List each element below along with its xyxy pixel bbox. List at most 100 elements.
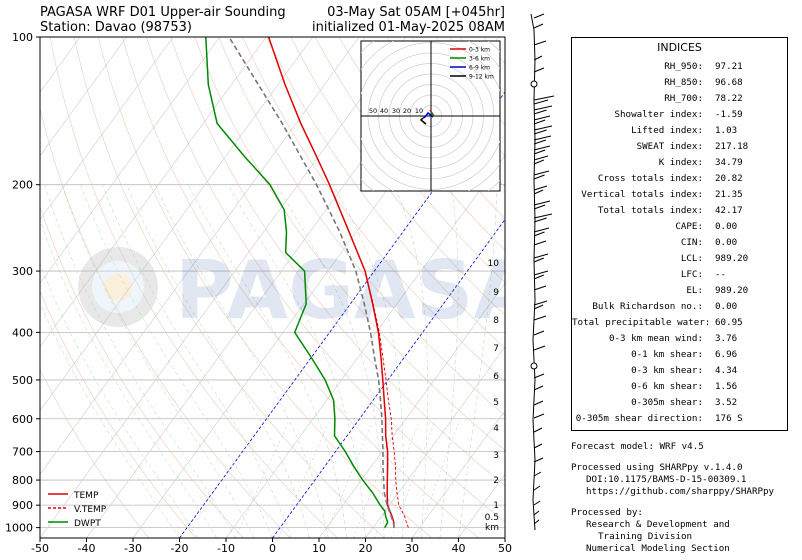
title-line-1: PAGASA WRF D01 Upper-air Sounding (40, 5, 286, 20)
mixing-ratio-line (235, 422, 289, 538)
wind-barb (533, 485, 541, 491)
index-value: 1.03 (715, 125, 738, 136)
dry-adiabat (40, 368, 150, 538)
y-tick-label: 900 (12, 499, 33, 512)
height-km-label: 4 (493, 424, 499, 434)
wind-barb (533, 300, 548, 310)
y-tick-label: 200 (12, 179, 33, 192)
hodograph-ring-label: 20 (403, 107, 411, 115)
wind-barb (533, 400, 544, 406)
dry-adiabat (290, 37, 505, 316)
isotherm (40, 37, 267, 348)
height-km-label: 3 (493, 451, 499, 461)
height-km-label: 10 (488, 259, 500, 269)
index-row: Showalter index: -1.59 (572, 107, 787, 123)
mixing-ratio-line (374, 422, 420, 538)
hodograph-legend-label: 6-9 km (469, 65, 490, 72)
index-value: 97.21 (715, 61, 743, 72)
height-km-label: km (485, 523, 499, 533)
index-value: 0.00 (715, 237, 738, 248)
hodograph-ring-label: 50 (369, 107, 377, 115)
dry-adiabat (40, 205, 244, 538)
index-label: RH_950: (664, 61, 703, 72)
wind-barb (533, 55, 543, 61)
index-label: Showalter index: (614, 109, 703, 120)
x-tick-label: 10 (312, 542, 326, 555)
wind-barb (533, 285, 547, 291)
hodograph-ring-label: 10 (415, 107, 423, 115)
hodograph-legend-label: 9-12 km (469, 74, 494, 81)
legend-label: DWPT (74, 519, 101, 529)
hodograph-legend-label: 3-6 km (469, 56, 490, 63)
moist-adiabat (332, 184, 404, 538)
wind-barb (533, 125, 553, 135)
index-value: 1.56 (715, 381, 738, 392)
dry-adiabat (218, 37, 505, 417)
index-row: Total totals index: 42.17 (572, 203, 787, 219)
x-tick-label: 50 (498, 542, 512, 555)
valid-time: 03-May Sat 05AM [+045hr] initialized 01-… (312, 5, 505, 35)
y-tick-label: 300 (12, 265, 33, 278)
wind-barb (533, 115, 551, 125)
y-tick-label: 100 (12, 31, 33, 44)
y-tick-label: 400 (12, 326, 33, 339)
hodograph-ring-label: 30 (392, 107, 400, 115)
legend: TEMP V.TEMP DWPT (48, 491, 107, 529)
index-value: -- (715, 269, 727, 280)
calm-wind-circle (530, 362, 538, 370)
index-value: 60.95 (715, 317, 743, 328)
index-value: 3.52 (715, 397, 738, 408)
org-line-3: Numerical Modeling Section (586, 543, 730, 554)
hodograph-trace-3-6 (430, 111, 435, 118)
calm-wind-circle (530, 80, 538, 88)
index-value: 34.79 (715, 157, 743, 168)
dry-adiabat (338, 37, 505, 251)
index-label: 0-6 km shear: (631, 381, 703, 392)
wind-barb (533, 23, 544, 29)
x-tick-label: 0 (269, 542, 276, 555)
index-row: K index: 34.79 (572, 155, 787, 171)
wind-barb (533, 105, 553, 115)
index-row: LCL: 989.20 (572, 251, 787, 267)
wind-barb (533, 270, 549, 280)
hodograph-ring-label: 40 (380, 107, 388, 115)
moist-adiabat (228, 184, 366, 538)
index-row: 0-6 km shear: 1.56 (572, 379, 787, 395)
moist-adiabat (394, 184, 428, 538)
wind-barb (533, 315, 547, 321)
wind-barbs (530, 13, 555, 531)
isotherm-highlight (272, 218, 505, 538)
parcel-trace-line (228, 37, 395, 528)
moist-adiabat (439, 184, 459, 538)
index-value: 78.22 (715, 93, 743, 104)
index-label: Bulk Richardson no.: (592, 301, 703, 312)
wind-barb (533, 471, 542, 477)
mixing-ratio-line (278, 422, 330, 538)
index-value: 20.82 (715, 173, 743, 184)
index-label: Vertical totals index: (581, 189, 703, 200)
wind-barb (533, 135, 552, 145)
wind-barb (533, 40, 547, 46)
org-line-2: Training Division (598, 531, 693, 542)
index-row: 0-305m shear direction: 176 S (572, 411, 787, 427)
index-value: 217.18 (715, 141, 749, 152)
processed-by-line: Processed by: (571, 507, 643, 518)
dry-adiabat (97, 37, 432, 538)
wind-barb (533, 240, 547, 246)
wind-barb (533, 227, 550, 237)
index-label: 0-3 km shear: (631, 365, 703, 376)
dry-adiabat (40, 290, 197, 538)
moist-adiabat (40, 263, 199, 538)
dry-adiabat (194, 37, 505, 451)
index-value: 3.76 (715, 333, 738, 344)
index-row: RH_700: 78.22 (572, 91, 787, 107)
index-value: 42.17 (715, 205, 743, 216)
index-label: EL: (686, 285, 703, 296)
x-tick-label: 30 (405, 542, 419, 555)
wind-barb (533, 345, 546, 351)
y-tick-label: 600 (12, 413, 33, 426)
dry-adiabat (73, 37, 385, 538)
wind-barb (533, 457, 544, 463)
index-label: CAPE: (675, 221, 703, 232)
height-km-label: 2 (493, 476, 499, 486)
